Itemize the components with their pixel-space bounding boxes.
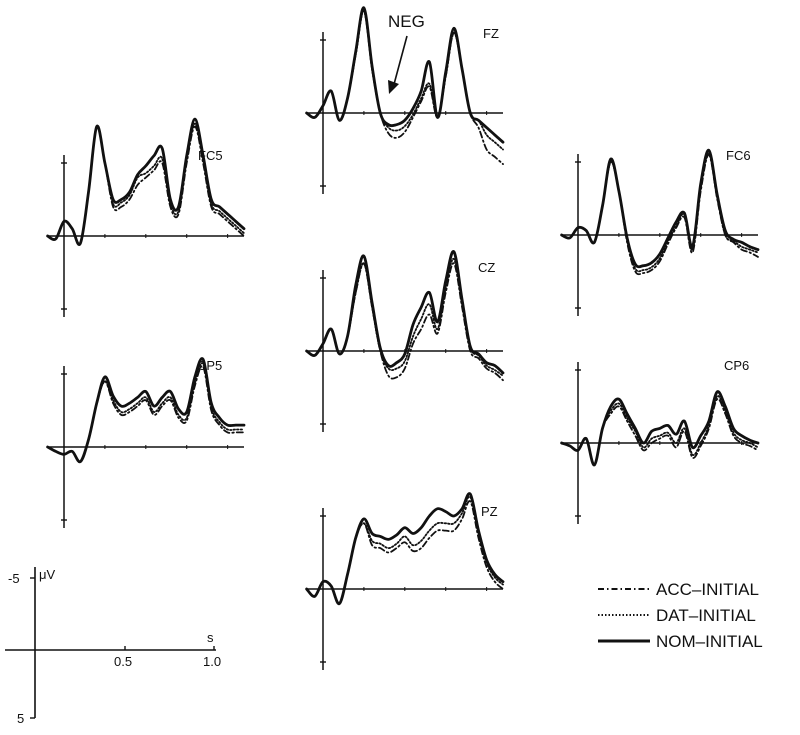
panel-cp6-label: CP6 [724,358,749,373]
panel-pz-series-nom-initial [305,492,505,606]
panel-cz: CZ [305,250,505,432]
panel-cp5: CP5 [46,357,246,528]
panel-fc6-label: FC6 [726,148,751,163]
panel-fc5: FC5 [46,117,246,317]
legend-label-dat: DAT–INITIAL [656,606,756,625]
panel-fz: FZ [305,6,505,194]
scale-y-unit: μV [39,567,55,582]
panel-fc5-series-nom-initial [46,117,246,246]
panel-pz-label: PZ [481,504,498,519]
legend-item-nom: NOM–INITIAL [598,632,763,651]
scale-y-tick-label-neg: -5 [8,571,20,586]
panel-fz-series-nom-initial [305,6,505,144]
legend-label-nom: NOM–INITIAL [656,632,763,651]
panel-fc5-series-dat-initial [46,122,245,246]
panel-cz-series-nom-initial [305,250,505,375]
neg-arrowhead [388,80,399,94]
neg-label: NEG [388,12,425,31]
scale-x-tick-label-10: 1.0 [203,654,221,669]
legend-label-acc: ACC–INITIAL [656,580,759,599]
panels-layer: FZ FC5 FC6 CZ CP5 CP6 PZ [46,6,760,670]
scale-bar: -5 5 μV s 0.5 1.0 [5,567,221,726]
panel-cp6: CP6 [560,358,760,524]
panel-fc6: FC6 [560,148,760,316]
scale-x-tick-label-05: 0.5 [114,654,132,669]
panel-cp6-series-acc-initial [560,397,759,466]
panel-cz-label: CZ [478,260,495,275]
scale-x-unit: s [207,630,214,645]
panel-fz-label: FZ [483,26,499,41]
panel-fz-series-acc-initial [305,9,504,165]
panel-cz-series-dat-initial [305,258,504,377]
neg-annotation: NEG [388,12,425,94]
panel-fc6-series-nom-initial [560,148,760,269]
panel-cp5-series-nom-initial [46,357,246,464]
legend: ACC–INITIAL DAT–INITIAL NOM–INITIAL [598,580,763,651]
scale-y-tick-label-pos: 5 [17,711,24,726]
panel-cp6-series-nom-initial [560,390,760,467]
panel-pz: PZ [305,492,505,670]
neg-arrow [392,35,408,89]
panel-fz-series-dat-initial [305,9,504,151]
legend-item-acc: ACC–INITIAL [598,580,759,599]
legend-item-dat: DAT–INITIAL [598,606,756,625]
panel-fc5-series-acc-initial [46,125,245,246]
